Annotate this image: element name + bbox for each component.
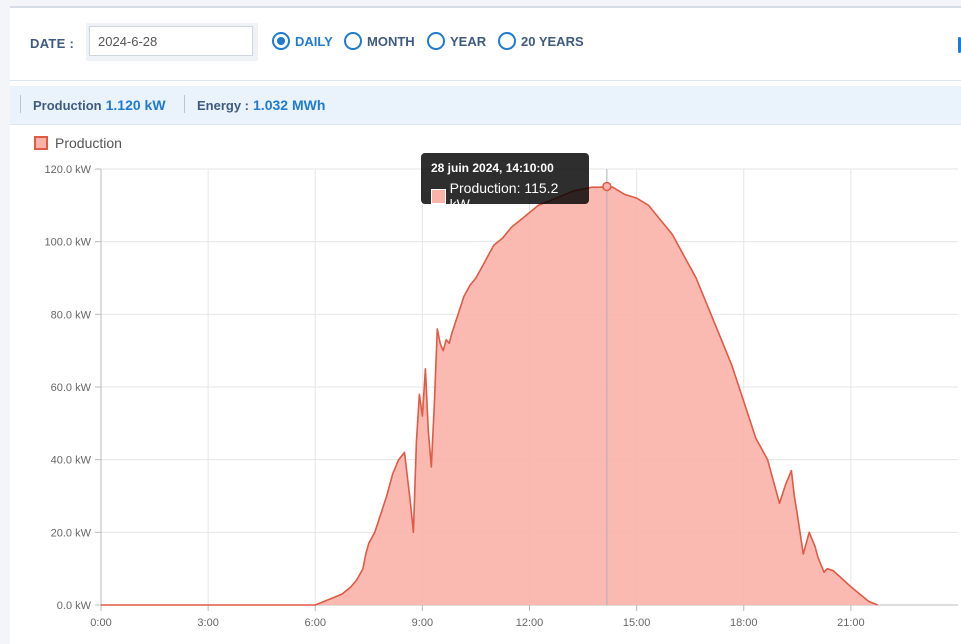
radio-unchecked-icon — [344, 32, 362, 50]
x-tick-label: 9:00 — [412, 617, 433, 629]
radio-unchecked-icon — [498, 32, 516, 50]
x-tick-label: 18:00 — [730, 617, 758, 629]
summary-divider — [20, 95, 21, 113]
y-tick-label: 40.0 kW — [51, 455, 92, 467]
summary-bar: Production 1.120 kW Energy :1.032 MWh — [10, 86, 961, 125]
y-tick-label: 60.0 kW — [51, 382, 92, 394]
top-border-line — [10, 6, 961, 8]
x-tick-label: 6:00 — [305, 617, 326, 629]
y-tick-label: 100.0 kW — [45, 237, 92, 249]
tooltip-line: Production: 115.2 kW — [431, 180, 579, 212]
radio-20-years-label: 20 YEARS — [521, 33, 584, 49]
legend-label-production: Production — [55, 135, 122, 151]
chart-tooltip: 28 juin 2024, 14:10:00 Production: 115.2… — [421, 153, 589, 212]
x-tick-label: 15:00 — [623, 617, 651, 629]
radio-year[interactable]: YEAR — [427, 32, 486, 50]
production-summary: Production 1.120 kW — [33, 97, 166, 113]
radio-year-label: YEAR — [450, 33, 487, 49]
x-tick-label: 3:00 — [197, 617, 218, 629]
radio-month[interactable]: MONTH — [344, 32, 415, 50]
production-summary-label: Production — [33, 98, 102, 113]
radio-daily[interactable]: DAILY — [272, 32, 333, 50]
overflow-edge-mark — [958, 37, 961, 53]
series-line-production — [101, 185, 878, 606]
energy-summary: Energy :1.032 MWh — [197, 97, 325, 113]
y-tick-label: 0.0 kW — [57, 600, 92, 612]
chart-legend[interactable]: Production — [34, 135, 122, 151]
radio-checked-icon — [272, 32, 290, 50]
summary-divider — [184, 95, 185, 113]
highlight-point — [602, 181, 612, 192]
x-tick-label: 0:00 — [90, 617, 111, 629]
legend-swatch — [34, 136, 48, 150]
radio-20-years[interactable]: 20 YEARS — [498, 32, 584, 50]
tooltip-swatch — [431, 188, 446, 204]
tooltip-text: Production: 115.2 kW — [449, 180, 559, 212]
tooltip-title: 28 juin 2024, 14:10:00 — [431, 161, 554, 175]
y-tick-label: 20.0 kW — [51, 527, 92, 539]
production-summary-value: 1.120 kW — [105, 97, 166, 113]
y-tick-label: 120.0 kW — [45, 164, 92, 176]
x-tick-label: 12:00 — [516, 617, 544, 629]
y-tick-label: 80.0 kW — [51, 309, 92, 321]
energy-summary-label: Energy : — [197, 98, 250, 113]
radio-month-label: MONTH — [367, 33, 415, 49]
x-tick-label: 21:00 — [837, 617, 865, 629]
energy-summary-value: 1.032 MWh — [253, 97, 326, 113]
filter-bar: DATE : DAILY MONTH YEAR 20 YEARS — [10, 8, 961, 81]
date-label: DATE : — [30, 36, 75, 51]
radio-unchecked-icon — [427, 32, 445, 50]
series-area-production — [101, 186, 878, 605]
date-field-wrapper — [86, 23, 258, 61]
radio-daily-label: DAILY — [295, 33, 333, 49]
date-input[interactable] — [89, 26, 253, 56]
